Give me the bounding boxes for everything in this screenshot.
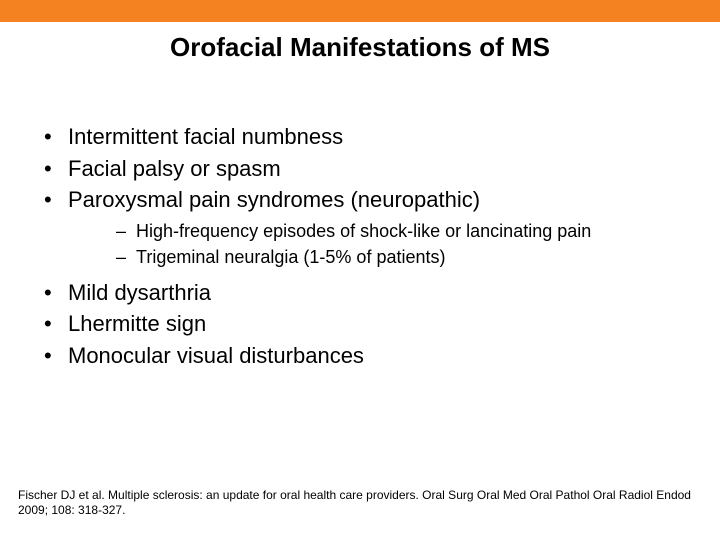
list-item: Facial palsy or spasm (30, 155, 690, 183)
list-item: Paroxysmal pain syndromes (neuropathic) … (30, 186, 690, 269)
list-item-text: Paroxysmal pain syndromes (neuropathic) (68, 187, 480, 212)
slide-title: Orofacial Manifestations of MS (0, 32, 720, 63)
sub-list-item: High-frequency episodes of shock-like or… (68, 220, 690, 243)
slide-content: Intermittent facial numbness Facial pals… (0, 63, 720, 369)
list-item: Intermittent facial numbness (30, 123, 690, 151)
list-item: Monocular visual disturbances (30, 342, 690, 370)
sub-bullet-list: High-frequency episodes of shock-like or… (68, 220, 690, 269)
list-item: Mild dysarthria (30, 279, 690, 307)
sub-list-item: Trigeminal neuralgia (1-5% of patients) (68, 246, 690, 269)
list-item: Lhermitte sign (30, 310, 690, 338)
citation-text: Fischer DJ et al. Multiple sclerosis: an… (18, 488, 702, 518)
bullet-list: Intermittent facial numbness Facial pals… (30, 123, 690, 369)
top-accent-bar (0, 0, 720, 22)
